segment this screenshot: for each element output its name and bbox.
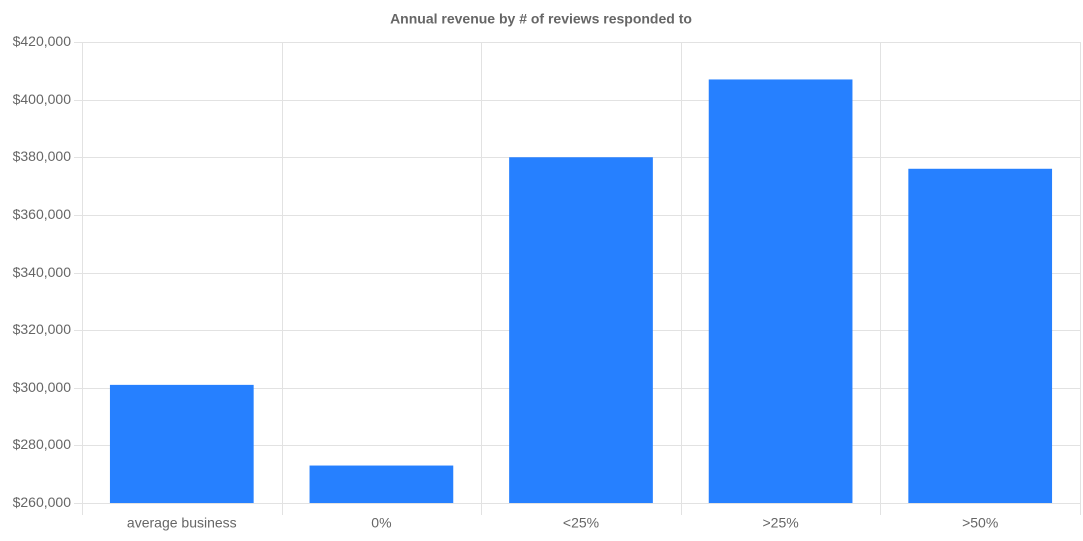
bar bbox=[908, 168, 1053, 503]
bar bbox=[309, 465, 454, 503]
x-tick-label: >25% bbox=[762, 515, 798, 531]
y-tick-label: $300,000 bbox=[13, 379, 72, 395]
bar bbox=[109, 384, 254, 503]
y-tick-label: $280,000 bbox=[13, 436, 72, 452]
y-tick-label: $340,000 bbox=[13, 264, 72, 280]
y-tick-label: $320,000 bbox=[13, 321, 72, 337]
x-tick-label: >50% bbox=[962, 515, 998, 531]
y-tick-label: $420,000 bbox=[13, 33, 72, 49]
y-tick-label: $260,000 bbox=[13, 494, 72, 510]
y-tick-label: $400,000 bbox=[13, 91, 72, 107]
y-tick-label: $380,000 bbox=[13, 148, 72, 164]
y-tick-label: $360,000 bbox=[13, 206, 72, 222]
bar bbox=[708, 79, 853, 504]
x-tick-label: 0% bbox=[371, 515, 391, 531]
x-tick-label: <25% bbox=[563, 515, 599, 531]
x-tick-label: average business bbox=[127, 515, 237, 531]
chart-title: Annual revenue by # of reviews responded… bbox=[390, 11, 692, 27]
bar bbox=[509, 157, 653, 503]
